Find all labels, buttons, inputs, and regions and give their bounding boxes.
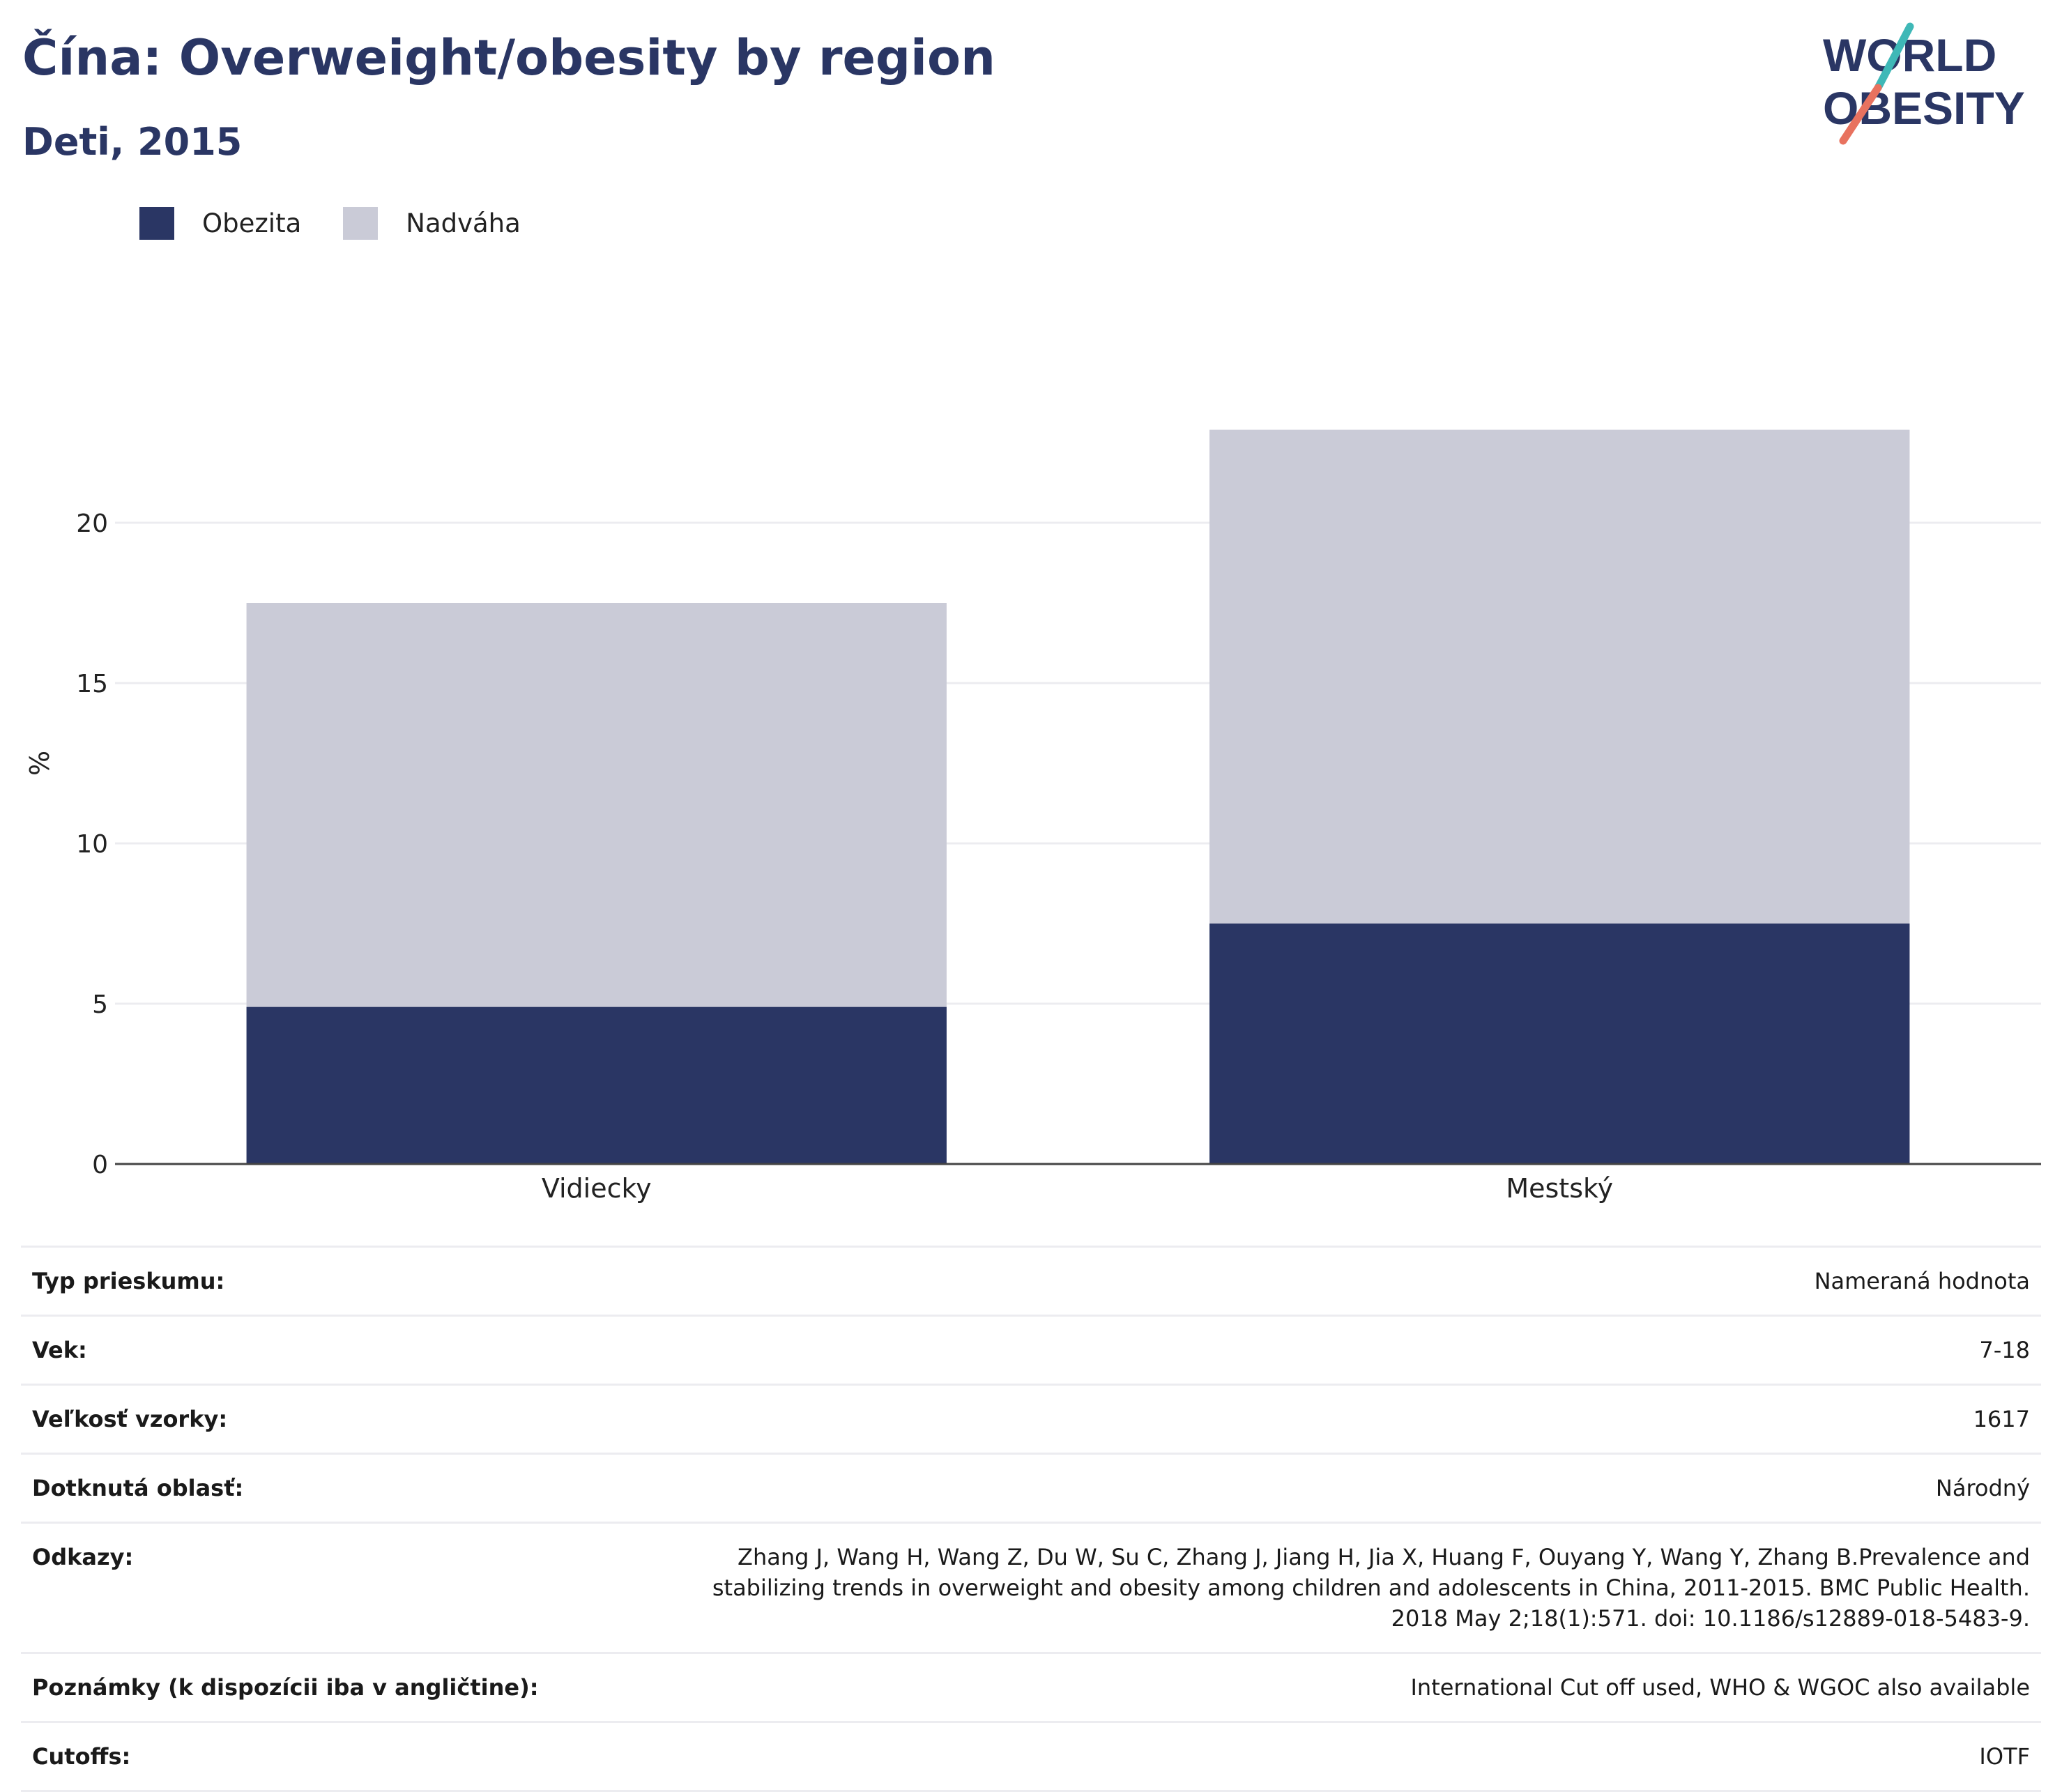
info-label: Dotknutá oblasť: (21, 1453, 671, 1524)
info-value: Národný (671, 1453, 2041, 1524)
info-value: 1617 (671, 1384, 2041, 1455)
y-axis-label: % (24, 751, 55, 776)
chart-legend: Obezita Nadváha (139, 207, 563, 240)
info-label: Poznámky (k dispozícii iba v angličtine)… (21, 1652, 671, 1723)
info-label: Veľkosť vzorky: (21, 1384, 671, 1455)
info-label: Vek: (21, 1315, 671, 1386)
info-row: Vek: 7-18 (21, 1315, 2041, 1386)
x-tick-label: Mestský (1506, 1173, 1613, 1204)
bar-obezita-mestsky (1209, 924, 1910, 1164)
logo-text-world: WORLD (1823, 29, 1996, 81)
info-value: Zhang J, Wang H, Wang Z, Du W, Su C, Zha… (671, 1522, 2041, 1654)
world-obesity-logo: WORLD OBESITY (1823, 22, 2025, 145)
legend-label-obezita: Obezita (202, 208, 302, 238)
y-tick-label: 0 (92, 1151, 108, 1179)
info-value: 7-18 (671, 1315, 2041, 1386)
info-label: Typ prieskumu: (21, 1246, 671, 1317)
chart-title: Čína: Overweight/obesity by region (22, 29, 995, 86)
chart-subtitle: Deti, 2015 (22, 120, 243, 164)
info-label: Cutoffs: (21, 1721, 671, 1792)
info-value: Nameraná hodnota (671, 1246, 2041, 1317)
info-row: Cutoffs: IOTF (21, 1721, 2041, 1792)
info-label: Odkazy: (21, 1522, 671, 1654)
bar-obezita-vidiecky (246, 1006, 947, 1164)
y-tick-label: 15 (76, 670, 108, 698)
logo-slash-red (1839, 84, 1882, 145)
logo-slash-teal (1874, 22, 1914, 92)
legend-swatch-obezita (139, 207, 174, 240)
info-row: Odkazy: Zhang J, Wang H, Wang Z, Du W, Su… (21, 1522, 2041, 1654)
info-row: Veľkosť vzorky: 1617 (21, 1384, 2041, 1455)
y-tick-label: 10 (76, 830, 108, 859)
bar-nadvaha-mestsky (1209, 429, 1910, 924)
bar-nadvaha-vidiecky (246, 603, 947, 1007)
x-tick-label: Vidiecky (542, 1173, 652, 1204)
legend-label-nadvaha: Nadváha (406, 208, 521, 238)
survey-info-table: Typ prieskumu: Nameraná hodnota Vek: 7-18 Ve… (21, 1246, 2041, 1792)
legend-swatch-nadvaha (343, 207, 379, 240)
info-row: Typ prieskumu: Nameraná hodnota (21, 1246, 2041, 1317)
y-tick-label: 20 (76, 510, 108, 538)
y-tick-label: 5 (92, 990, 108, 1019)
info-row: Dotknutá oblasť: Národný (21, 1453, 2041, 1524)
stacked-bar-chart: 0 5 10 15 20% Vidiecky Mestský (24, 429, 2041, 1204)
legend-item-obezita[interactable]: Obezita (139, 207, 301, 240)
legend-item-nadvaha[interactable]: Nadváha (343, 207, 521, 240)
info-value: IOTF (671, 1721, 2041, 1792)
info-value: International Cut off used, WHO & WGOC a… (671, 1652, 2041, 1723)
info-row: Poznámky (k dispozícii iba v angličtine)… (21, 1652, 2041, 1723)
